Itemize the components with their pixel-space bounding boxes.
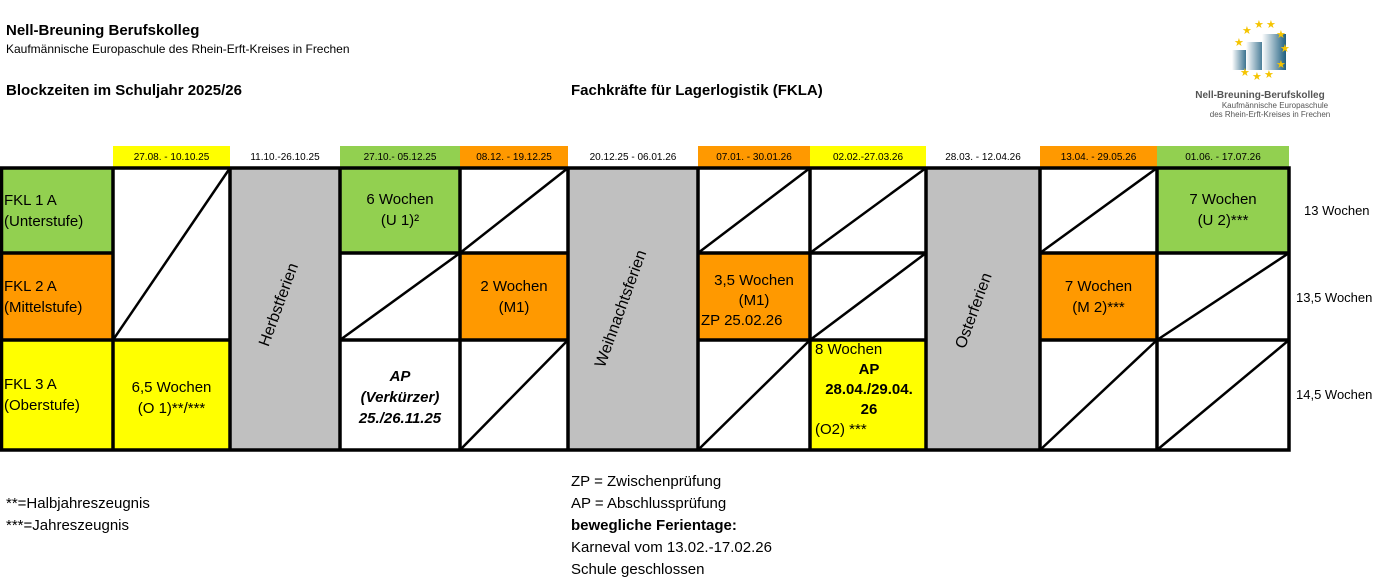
row-label-fkl3: FKL 3 A (Oberstufe)	[0, 340, 113, 450]
svg-text:★: ★	[1252, 71, 1262, 83]
date-period-10: 01.06. - 17.07.26	[1157, 146, 1289, 168]
cell-text: (M1)	[738, 292, 770, 309]
svg-text:★: ★	[1276, 29, 1286, 41]
block-fkl3-o2: 8 Wochen AP 28.04./29.04. 26 (O2) ***	[812, 340, 926, 450]
cell-text: 6 Wochen	[366, 191, 434, 208]
block-fkl2-m1: 2 Wochen (M1)	[460, 253, 568, 340]
legend-karneval: Karneval vom 13.02.-17.02.26	[571, 539, 772, 556]
weeks-total-fkl2: 13,5 Wochen	[1296, 290, 1373, 305]
class-level: (Mittelstufe)	[4, 298, 83, 316]
block-fkl1-u2: 7 Wochen (U 2)***	[1157, 175, 1289, 245]
class-level: (Oberstufe)	[4, 397, 80, 414]
cell-text: 2 Wochen	[480, 277, 548, 295]
svg-text:★: ★	[1280, 43, 1290, 55]
cell-text: ZP 25.02.26	[701, 312, 783, 329]
cell-text: 25./26.11.25	[358, 410, 442, 427]
class-name: FKL 1 A	[4, 191, 57, 209]
date-period-4: 08.12. - 19.12.25	[460, 146, 568, 168]
class-name: FKL 3 A	[4, 376, 57, 393]
cell-text: AP	[389, 368, 411, 385]
cell-text: (M1)	[498, 298, 530, 316]
date-period-5: 20.12.25 - 06.01.26	[589, 151, 677, 163]
cell-text: 6,5 Wochen	[131, 379, 212, 396]
legend-ferientage-heading: bewegliche Ferientage:	[571, 517, 737, 534]
date-period-7: 02.02.-27.03.26	[810, 146, 926, 168]
svg-text:★: ★	[1264, 69, 1274, 81]
cell-text: 26	[860, 401, 878, 418]
cell-text: 7 Wochen	[1189, 191, 1257, 208]
legend-halbjahr: **=Halbjahreszeugnis	[6, 495, 150, 512]
svg-text:★: ★	[1234, 37, 1244, 49]
date-period-2: 11.10.-26.10.25	[250, 151, 320, 163]
date-period-6: 07.01. - 30.01.26	[698, 146, 810, 168]
weeks-total-fkl3: 14,5 Wochen	[1296, 387, 1373, 402]
class-name: FKL 2 A	[4, 277, 57, 295]
row-label-fkl1: FKL 1 A (Unterstufe)	[0, 168, 113, 253]
svg-text:★: ★	[1242, 25, 1252, 37]
program-title: Fachkräfte für Lagerlogistik (FKLA)	[571, 82, 823, 99]
school-name: Nell-Breuning Berufskolleg	[6, 22, 200, 39]
school-subtitle: Kaufmännische Europaschule des Rhein-Erf…	[6, 42, 350, 56]
svg-text:★: ★	[1276, 59, 1286, 71]
cell-text: (Verkürzer)	[360, 389, 440, 406]
cell-text: 3,5 Wochen	[714, 272, 794, 289]
date-period-3: 27.10.- 05.12.25	[340, 146, 460, 168]
date-period-9: 13.04. - 29.05.26	[1040, 146, 1157, 168]
block-fkl1-u1: 6 Wochen (U 1)²	[340, 175, 460, 245]
svg-text:★: ★	[1266, 20, 1276, 31]
cell-text: (U 1)²	[380, 212, 420, 229]
school-logo: ★ ★ ★ ★ ★ ★ ★ ★ ★ ★ Nell-Breuning-Berufskolleg Ka…	[1180, 19, 1340, 119]
svg-text:★: ★	[1254, 20, 1264, 31]
class-level: (Unterstufe)	[4, 212, 84, 230]
date-period-8: 28.03. - 12.04.26	[945, 151, 1021, 163]
cell-text: 28.04./29.04.	[825, 381, 913, 398]
block-fkl3-ap-verkuerzer: AP (Verkürzer) 25./26.11.25	[340, 345, 460, 450]
cell-text: (O 1)**/***	[137, 400, 206, 417]
svg-text:★: ★	[1240, 67, 1250, 79]
legend-jahr: ***=Jahreszeugnis	[6, 517, 129, 534]
block-fkl2-m2: 7 Wochen (M 2)***	[1040, 253, 1157, 340]
cell-text: 7 Wochen	[1064, 277, 1133, 295]
legend-ap: AP = Abschlussprüfung	[571, 495, 727, 512]
date-period-1: 27.08. - 10.10.25	[113, 146, 230, 168]
row-label-fkl2: FKL 2 A (Mittelstufe)	[0, 253, 113, 340]
logo-name: Nell-Breuning-Berufskolleg	[1195, 90, 1325, 101]
cell-text: (U 2)***	[1197, 212, 1249, 229]
legend-zp: ZP = Zwischenprüfung	[571, 473, 722, 490]
logo-line1: Kaufmännische Europaschule	[1221, 101, 1329, 110]
legend-closed: Schule geschlossen	[571, 561, 705, 578]
cell-text: 8 Wochen	[815, 341, 883, 358]
logo-line2: des Rhein-Erft-Kreises in Frechen	[1209, 110, 1331, 119]
page-title: Blockzeiten im Schuljahr 2025/26	[6, 82, 242, 99]
weeks-total-fkl1: 13 Wochen	[1304, 203, 1370, 218]
cell-text: (M 2)***	[1072, 298, 1125, 316]
block-fkl2-m1b: 3,5 Wochen (M1) ZP 25.02.26	[698, 262, 810, 340]
logo-emblem-icon: ★★ ★ ★★★★★★★	[1232, 19, 1290, 83]
block-fkl3-o1: 6,5 Wochen (O 1)**/***	[113, 348, 230, 448]
cell-text: (O2) ***	[815, 421, 867, 438]
cell-text: AP	[858, 361, 880, 378]
